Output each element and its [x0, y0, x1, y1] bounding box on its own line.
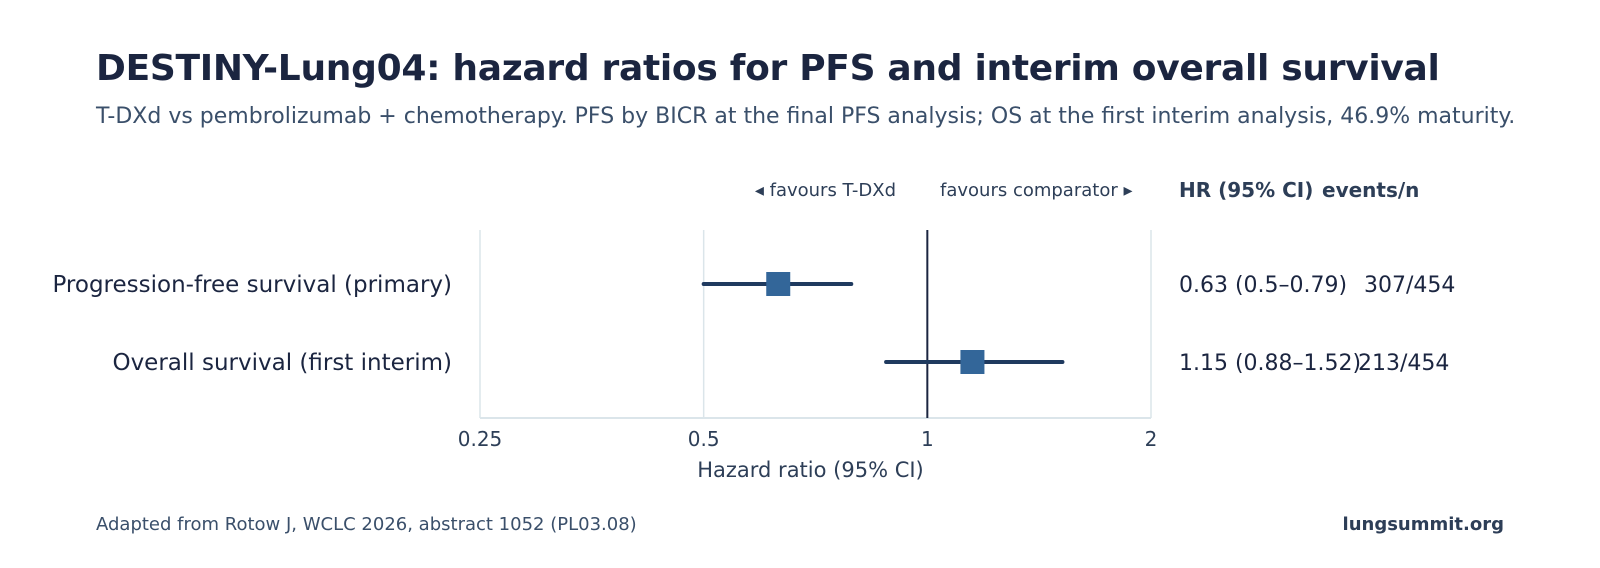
row-label: Progression-free survival (primary): [52, 272, 452, 298]
x-tick-label: 2: [1145, 427, 1158, 451]
x-tick-label: 0.25: [458, 427, 503, 451]
events-value: 307/454: [1364, 273, 1455, 298]
column-header-events: events/n: [1322, 178, 1420, 202]
hr-marker: [960, 350, 985, 374]
column-header-hr: HR (95% CI): [1179, 178, 1314, 202]
chart-subtitle: T-DXd vs pembrolizumab + chemotherapy. P…: [96, 104, 1516, 129]
hr-value: 1.15 (0.88–1.52): [1179, 351, 1361, 376]
chart-title: DESTINY-Lung04: hazard ratios for PFS an…: [96, 48, 1440, 89]
x-tick-label: 1: [921, 427, 934, 451]
hr-value: 0.63 (0.5–0.79): [1179, 273, 1347, 298]
row-label: Overall survival (first interim): [112, 350, 452, 376]
x-axis-label: Hazard ratio (95% CI): [697, 458, 924, 482]
x-tick-label: 0.5: [688, 427, 720, 451]
site-credit: lungsummit.org: [1342, 514, 1504, 535]
favours-right-label: favours comparator ▸: [940, 180, 1133, 201]
favours-left-label: ◂ favours T-DXd: [754, 180, 896, 201]
events-value: 213/454: [1358, 351, 1449, 376]
hr-marker: [766, 272, 791, 296]
source-note: Adapted from Rotow J, WCLC 2026, abstrac…: [96, 514, 637, 535]
